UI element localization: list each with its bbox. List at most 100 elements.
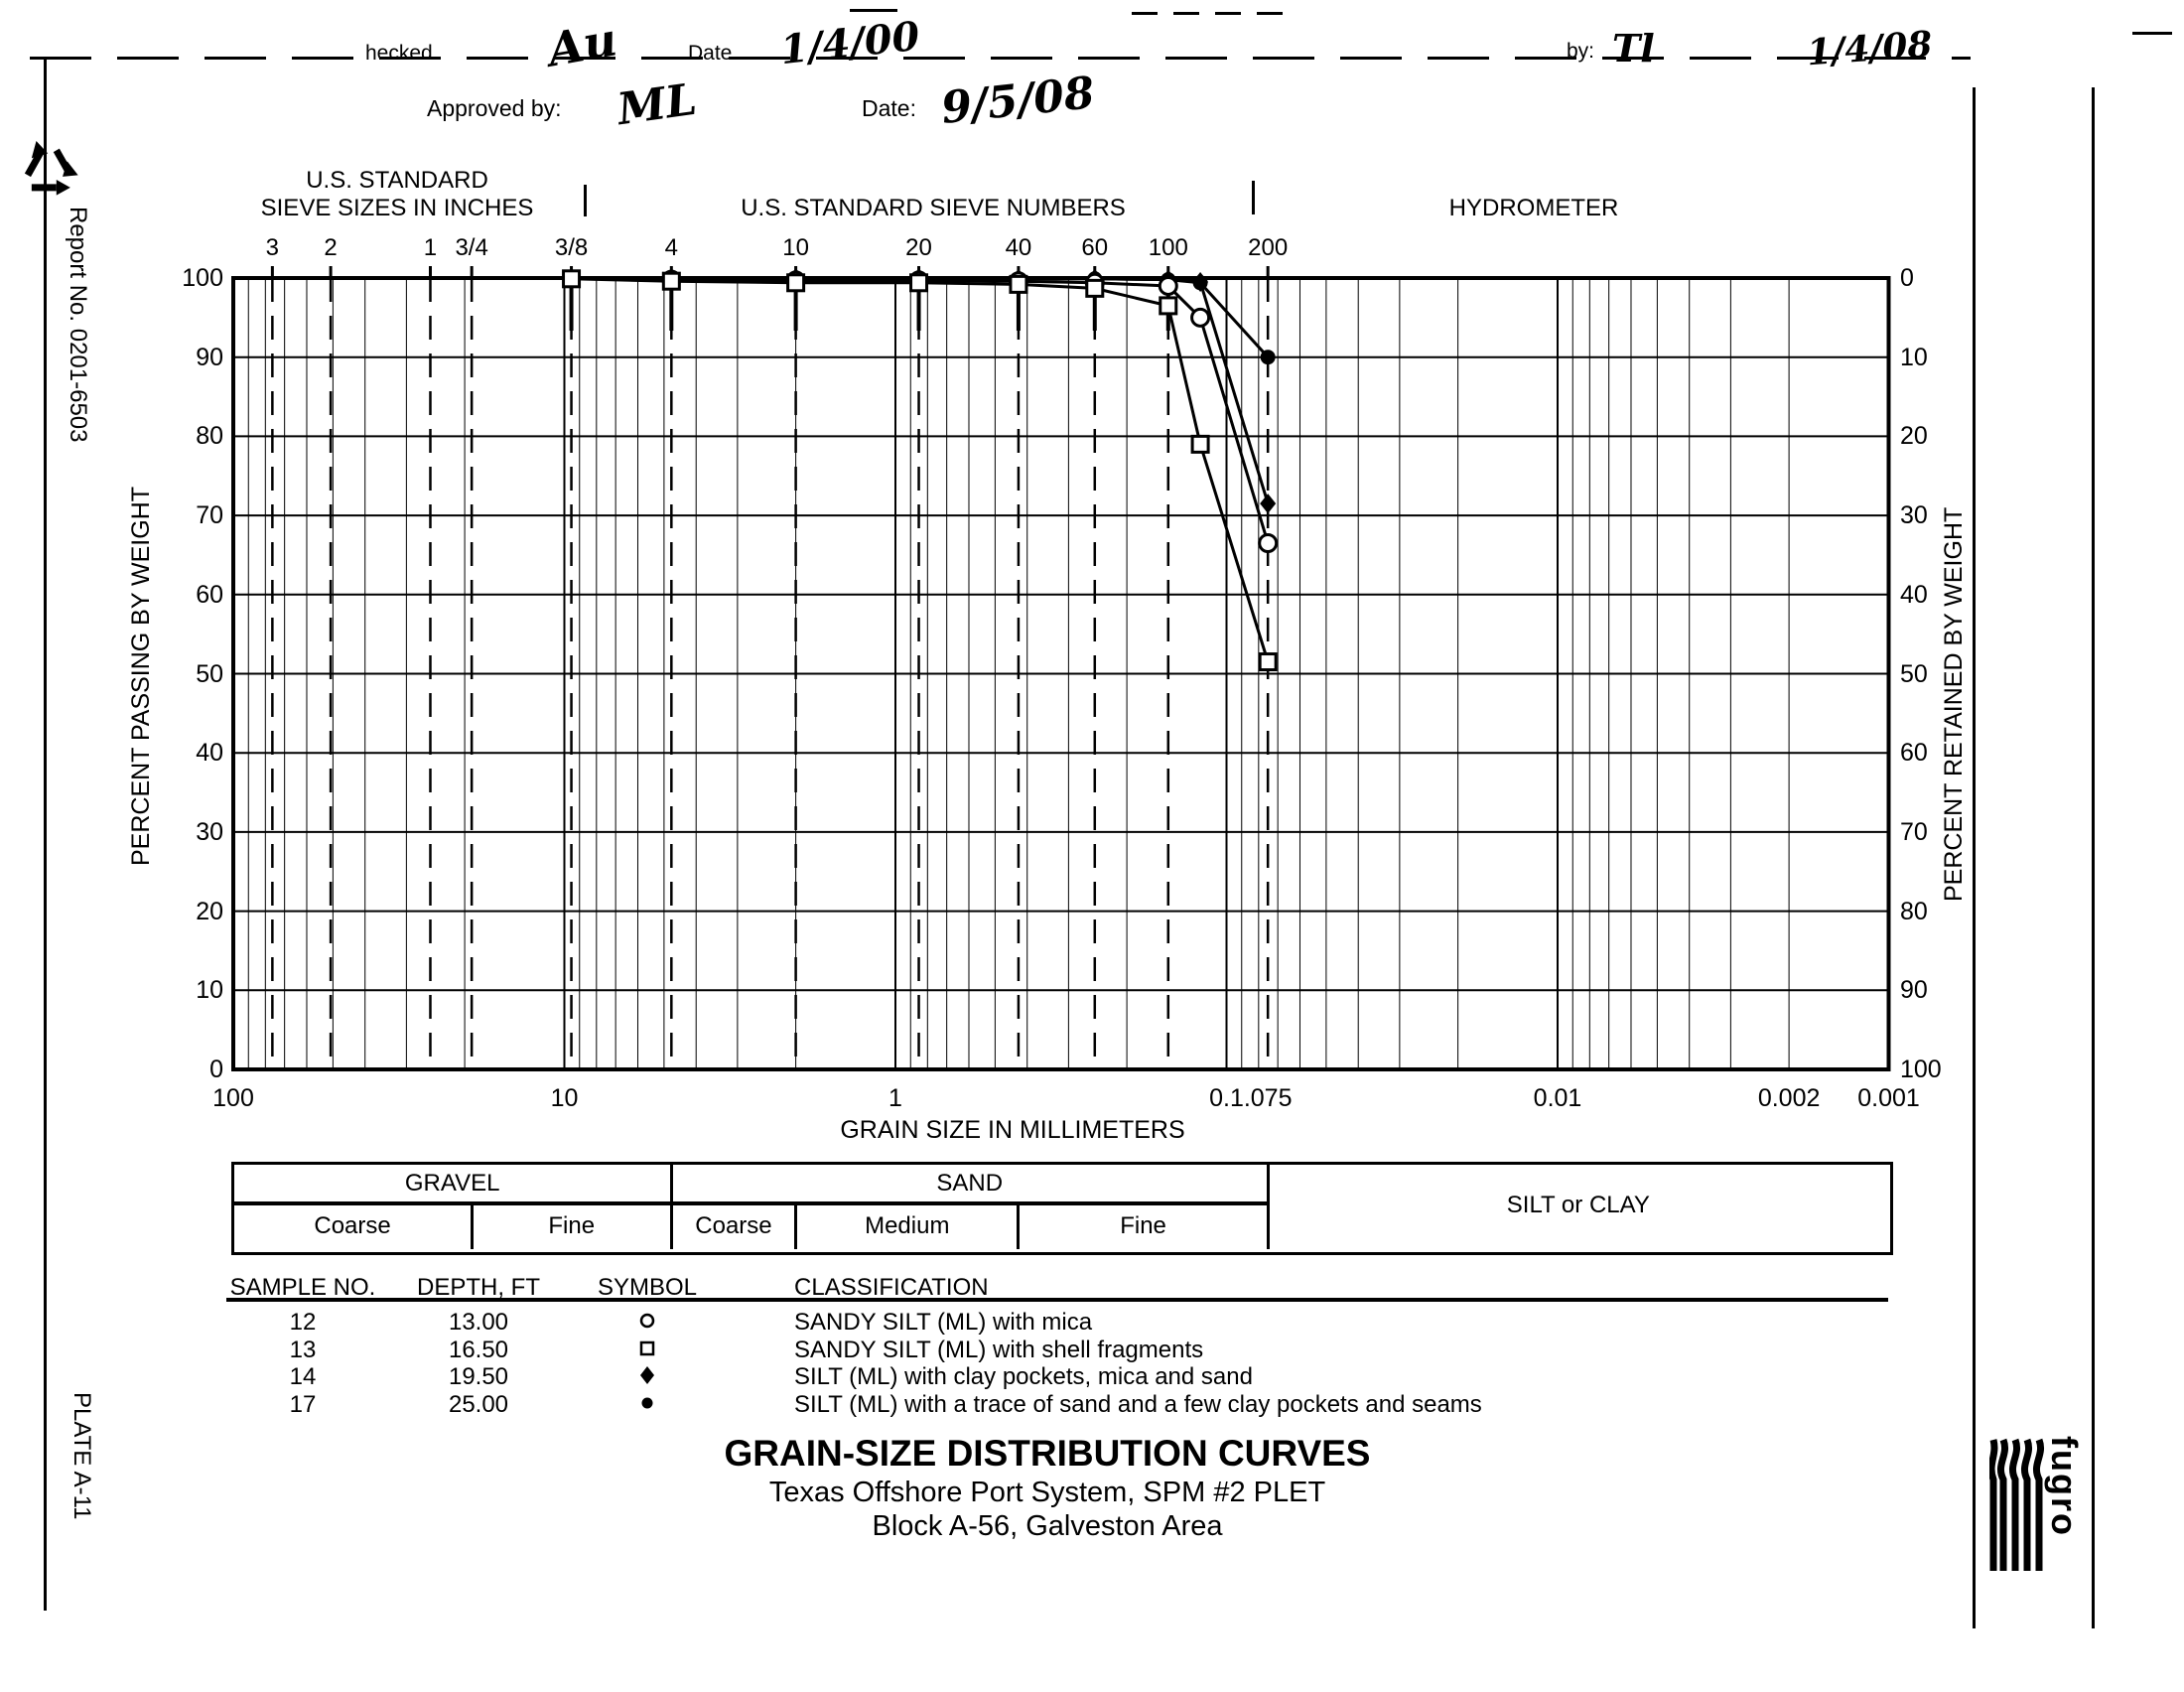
marker-circle-open [1158,275,1178,296]
marker-square-open [1190,434,1210,454]
sample-no-12: 12 [289,1309,317,1336]
band-mid-rule [233,1201,1269,1205]
y-right-tick-80: 80 [1900,897,1928,925]
marker-square-open [1159,296,1178,316]
band-table-frame [231,1162,1893,1255]
y-left-tick-60: 60 [196,580,223,609]
y-left-tick-30: 30 [196,817,223,846]
label: Fine [1120,1212,1166,1239]
marker-square-open [661,271,681,291]
y-left-tick-20: 20 [196,897,223,925]
sample-classification-17: SILT (ML) with a trace of sand and a few… [794,1390,1482,1418]
checked-date-label: Date [688,42,733,65]
recycle-icon [24,141,78,196]
band-divider [1017,1203,1021,1249]
y-right-tick-70: 70 [1900,817,1928,846]
label: Medium [865,1212,950,1239]
right-margin-line-inner [1973,87,1976,1628]
header-sieve-inches-line2: SIEVE SIZES IN INCHES [260,195,534,221]
by-label: by: [1567,40,1595,63]
y-right-tick-40: 40 [1900,580,1928,609]
sieve-label-10: 10 [782,234,809,261]
x-tick-100: 100 [212,1084,254,1112]
marker-diamond-filled [1260,494,1277,514]
scan-dash-top [1132,12,1296,15]
fugro-logo-stripes [1989,1438,2044,1571]
y-right-tick-50: 50 [1900,659,1928,688]
sample-no-17: 17 [289,1390,317,1418]
checked-label: hecked [365,42,433,65]
sample-depth-12: 13.00 [448,1309,509,1336]
y-right-tick-60: 60 [1900,739,1928,768]
legend-square-open-icon [639,1340,655,1355]
marker-square-open [786,273,806,293]
x-tick-0.01: 0.01 [1533,1084,1582,1112]
scan-dash-top2 [850,9,897,12]
y-right-tick-100: 100 [1900,1056,1942,1083]
sample-depth-17: 25.00 [448,1390,509,1418]
sample-symbol-12 [636,1310,658,1332]
marker-square-open [1085,278,1105,298]
label: Fine [548,1212,596,1239]
y-right-tick-0: 0 [1900,264,1914,292]
marker-circle-open [1258,532,1279,553]
sample-no-14: 14 [289,1363,317,1390]
samples-header-0: SAMPLE NO. [229,1274,376,1301]
marker-square-open [909,273,929,293]
sieve-label-1: 1 [423,234,438,261]
sieve-label-3/4: 3/4 [455,234,488,261]
y-left-tick-0: 0 [209,1056,223,1083]
approved-label: Approved by: [427,95,562,121]
y-right-tick-90: 90 [1900,976,1928,1005]
samples-header-3: CLASSIFICATION [794,1274,989,1301]
fugro-logo: fugro [1987,1436,2085,1575]
marker-square-open [1009,274,1028,294]
sieve-label-3/8: 3/8 [554,234,589,261]
band-silt-or-clay: SILT or CLAY [1506,1192,1650,1218]
marker-square-open [562,269,582,289]
header-divider-1 [584,185,587,216]
marker-square-open [1258,652,1278,672]
band-divider [1266,1162,1270,1249]
y-right-tick-30: 30 [1900,501,1928,530]
band-sand: SAND [936,1170,1004,1197]
sieve-label-200: 200 [1248,234,1289,261]
x-axis-title: GRAIN SIZE IN MILLIMETERS [840,1116,1185,1144]
label: Coarse [314,1212,391,1239]
x-tick-0.001: 0.001 [1857,1084,1920,1112]
scan-dash-corner [2132,32,2172,35]
sieve-label-100: 100 [1148,234,1188,261]
fugro-logo-text: fugro [2044,1436,2085,1537]
right-margin-line-outer [2092,87,2095,1628]
sieve-label-20: 20 [905,234,932,261]
band-divider [470,1203,474,1249]
sieve-label-4: 4 [664,234,678,261]
legend-diamond-filled-icon [640,1366,654,1384]
sample-symbol-13 [636,1338,658,1359]
page-title: GRAIN-SIZE DISTRIBUTION CURVES [724,1433,1371,1474]
legend-circle-filled-icon [641,1397,653,1408]
y-left-tick-90: 90 [196,343,223,371]
curve-sample-12 [671,278,1270,544]
sample-depth-14: 19.50 [448,1363,509,1390]
sieve-label-3: 3 [265,234,280,261]
y-right-tick-10: 10 [1900,343,1928,371]
marker-circle-open [1190,307,1211,328]
band-divider [669,1162,673,1249]
sample-classification-14: SILT (ML) with clay pockets, mica and sa… [794,1363,1253,1390]
band-divider [794,1203,798,1249]
x-tick-1: 1 [888,1084,902,1112]
marker-diamond-filled [1192,271,1209,292]
sieve-label-60: 60 [1081,234,1109,261]
sample-classification-13: SANDY SILT (ML) with shell fragments [794,1336,1204,1363]
y-left-tick-80: 80 [196,422,223,451]
marker-circle-filled [1260,350,1276,365]
header-hydrometer: HYDROMETER [1448,195,1619,221]
sample-classification-12: SANDY SILT (ML) with mica [794,1309,1093,1336]
page-subtitle-2: Block A-56, Galveston Area [872,1510,1223,1542]
y-left-tick-40: 40 [196,739,223,768]
x-tick-0.002: 0.002 [1757,1084,1821,1112]
x-tick-10: 10 [550,1084,579,1112]
